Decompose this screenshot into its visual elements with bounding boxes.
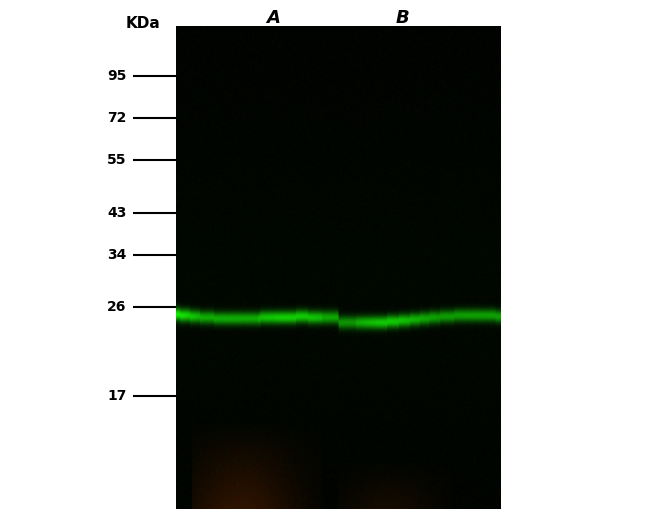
Text: KDa: KDa bbox=[125, 16, 161, 31]
Text: 72: 72 bbox=[107, 111, 127, 125]
Text: 95: 95 bbox=[107, 69, 127, 83]
Text: 26: 26 bbox=[107, 300, 127, 314]
Text: 55: 55 bbox=[107, 153, 127, 167]
Text: 34: 34 bbox=[107, 248, 127, 261]
Text: 43: 43 bbox=[107, 206, 127, 219]
Text: B: B bbox=[396, 9, 410, 27]
Text: 17: 17 bbox=[107, 390, 127, 403]
Text: A: A bbox=[266, 9, 280, 27]
